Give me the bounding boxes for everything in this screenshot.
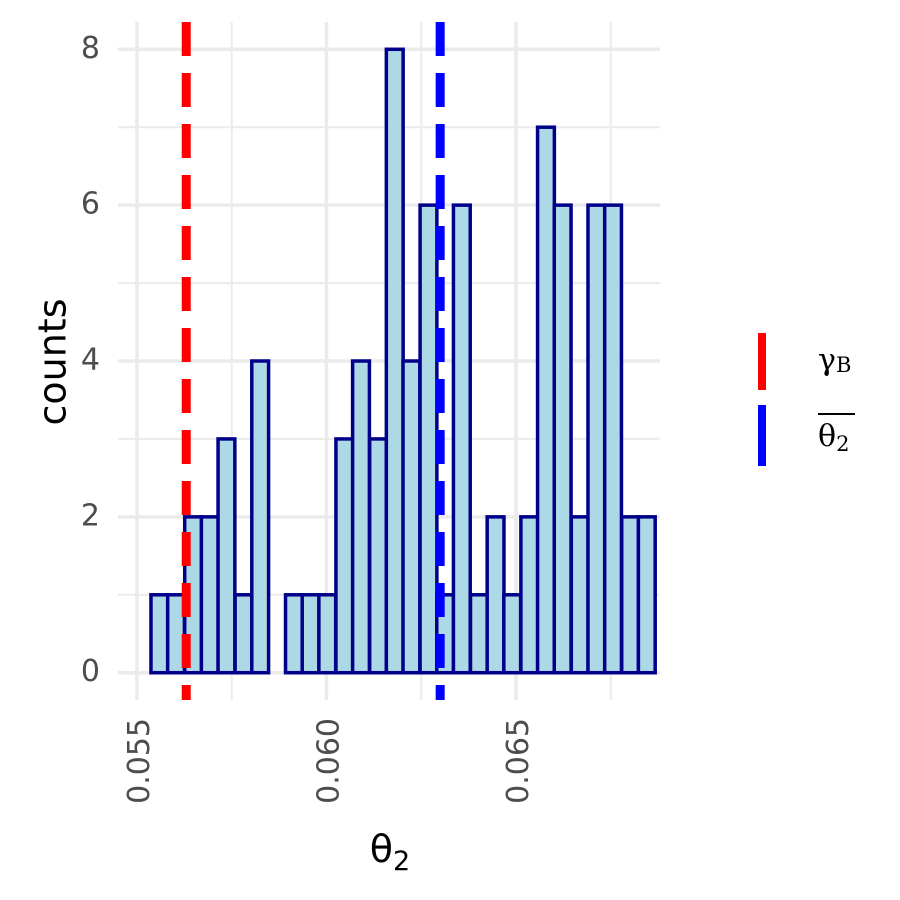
histogram-bar-20 <box>485 515 506 675</box>
histogram-bar-18 <box>451 203 472 675</box>
y-tick-label: 2 <box>81 498 100 533</box>
histogram-bar-16 <box>418 203 439 675</box>
histogram-bar-4 <box>216 437 237 675</box>
histogram-bar-3 <box>199 515 220 675</box>
histogram-bar-25 <box>569 515 590 675</box>
x-axis-title-symbol: θ <box>370 827 393 871</box>
histogram-bar-22 <box>519 515 540 675</box>
x-tick-label: 0.060 <box>311 718 346 804</box>
histogram-bar-19 <box>468 593 490 675</box>
legend-label-gamma-b: γB <box>818 343 851 378</box>
reference-lines <box>181 22 445 700</box>
histogram-bar-13 <box>367 437 389 675</box>
x-axis-title-subscript: 2 <box>393 846 410 877</box>
histogram-bar-15 <box>401 359 422 675</box>
histogram-bar-26 <box>586 203 607 675</box>
histogram-bar-29 <box>636 515 657 675</box>
histogram-bar-14 <box>384 47 405 675</box>
histogram-bar-8 <box>283 593 305 675</box>
histogram-bar-21 <box>502 593 523 675</box>
y-tick-label: 0 <box>81 654 100 689</box>
x-tick-label: 0.065 <box>501 718 536 804</box>
histogram-bar-9 <box>300 593 321 675</box>
y-axis-title: counts <box>31 298 75 425</box>
legend-label-theta2-symbol: θ <box>818 419 836 454</box>
histogram-bar-27 <box>602 203 624 675</box>
axis-ticks: 0 2 4 6 8 0.055 0.060 0.065 <box>81 31 536 804</box>
histogram-bar-6 <box>250 359 271 675</box>
x-axis-title: θ2 <box>370 827 410 877</box>
legend-label-theta2-bar: θ2 <box>818 419 849 456</box>
histogram-bar-24 <box>552 203 573 675</box>
histogram-bar-23 <box>535 125 557 675</box>
histogram-bar-28 <box>619 515 641 675</box>
y-tick-label: 8 <box>81 31 100 66</box>
histogram-bar-5 <box>233 593 254 675</box>
x-tick-label: 0.055 <box>122 718 157 804</box>
legend-label-gamma-b-symbol: γ <box>818 343 836 378</box>
histogram-bar-0 <box>149 593 170 675</box>
histogram-bar-11 <box>334 437 355 675</box>
y-tick-label: 4 <box>81 343 100 378</box>
y-tick-label: 6 <box>81 187 100 222</box>
histogram-bar-10 <box>317 593 338 675</box>
histogram-bar-12 <box>350 359 372 675</box>
legend-label-theta2-subscript: 2 <box>836 432 849 456</box>
legend-label-gamma-b-subscript: B <box>836 353 851 377</box>
legend: γB θ2 <box>758 333 855 466</box>
